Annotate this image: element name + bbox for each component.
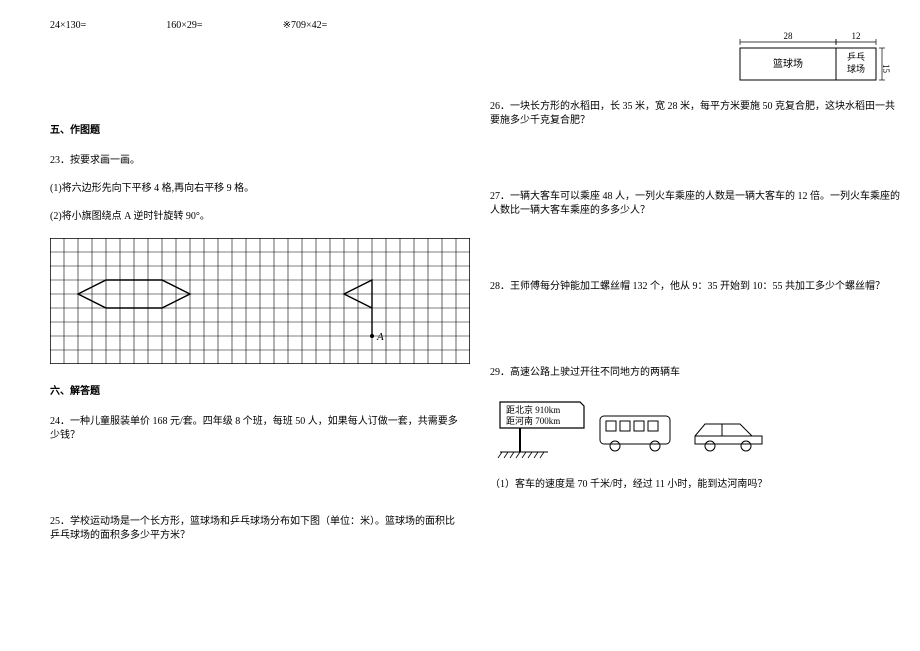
- q29-part1: （1）客车的速度是 70 千米/时，经过 11 小时，能到达河南吗？: [490, 478, 900, 492]
- svg-text:球场: 球场: [847, 63, 865, 74]
- svg-text:28: 28: [784, 31, 794, 41]
- q23-part1: (1)将六边形先向下平移 4 格,再向右平移 9 格。: [50, 182, 460, 196]
- svg-text:A: A: [376, 331, 384, 343]
- section-6-title: 六、解答题: [50, 382, 460, 397]
- q25: 25．学校运动场是一个长方形，篮球场和乒乓球场分布如下图（单位：米）。篮球场的面…: [50, 515, 460, 543]
- q24: 24．一种儿童服装单价 168 元/套。四年级 8 个班，每班 50 人，如果每…: [50, 415, 460, 443]
- q29-title: 29．高速公路上驶过开往不同地方的两辆车: [490, 366, 900, 380]
- section-5-title: 五、作图题: [50, 121, 460, 136]
- svg-text:乒乓: 乒乓: [847, 51, 865, 62]
- q27: 27．一辆大客车可以乘座 48 人，一列火车乘座的人数是一辆大客车的 12 倍。…: [490, 190, 900, 218]
- calc-exercises: 24×130= 160×29= ※709×42=: [50, 20, 460, 31]
- svg-text:12: 12: [852, 31, 861, 41]
- svg-text:篮球场: 篮球场: [773, 57, 803, 70]
- q23-title: 23．按要求画一画。: [50, 154, 460, 168]
- q28: 28．王师傅每分钟能加工螺丝帽 132 个，他从 9：35 开始到 10：55 …: [490, 280, 900, 294]
- court-diagram: 28 12 15 篮球场 乒乓球场: [730, 30, 890, 90]
- svg-text:距北京 910km: 距北京 910km: [506, 404, 560, 415]
- q23-part2: (2)将小旗图绕点 A 逆时针旋转 90°。: [50, 210, 460, 224]
- exercise-b: 160×29=: [166, 20, 202, 31]
- svg-text:距河南 700km: 距河南 700km: [506, 415, 560, 426]
- grid-diagram: A: [50, 238, 460, 364]
- q26: 26．一块长方形的水稻田，长 35 米，宽 28 米，每平方米要施 50 克复合…: [490, 100, 900, 128]
- exercise-c: ※709×42=: [283, 20, 328, 31]
- road-diagram: 距北京 910km距河南 700km: [490, 394, 900, 464]
- svg-text:15: 15: [881, 64, 890, 74]
- exercise-a: 24×130=: [50, 20, 86, 31]
